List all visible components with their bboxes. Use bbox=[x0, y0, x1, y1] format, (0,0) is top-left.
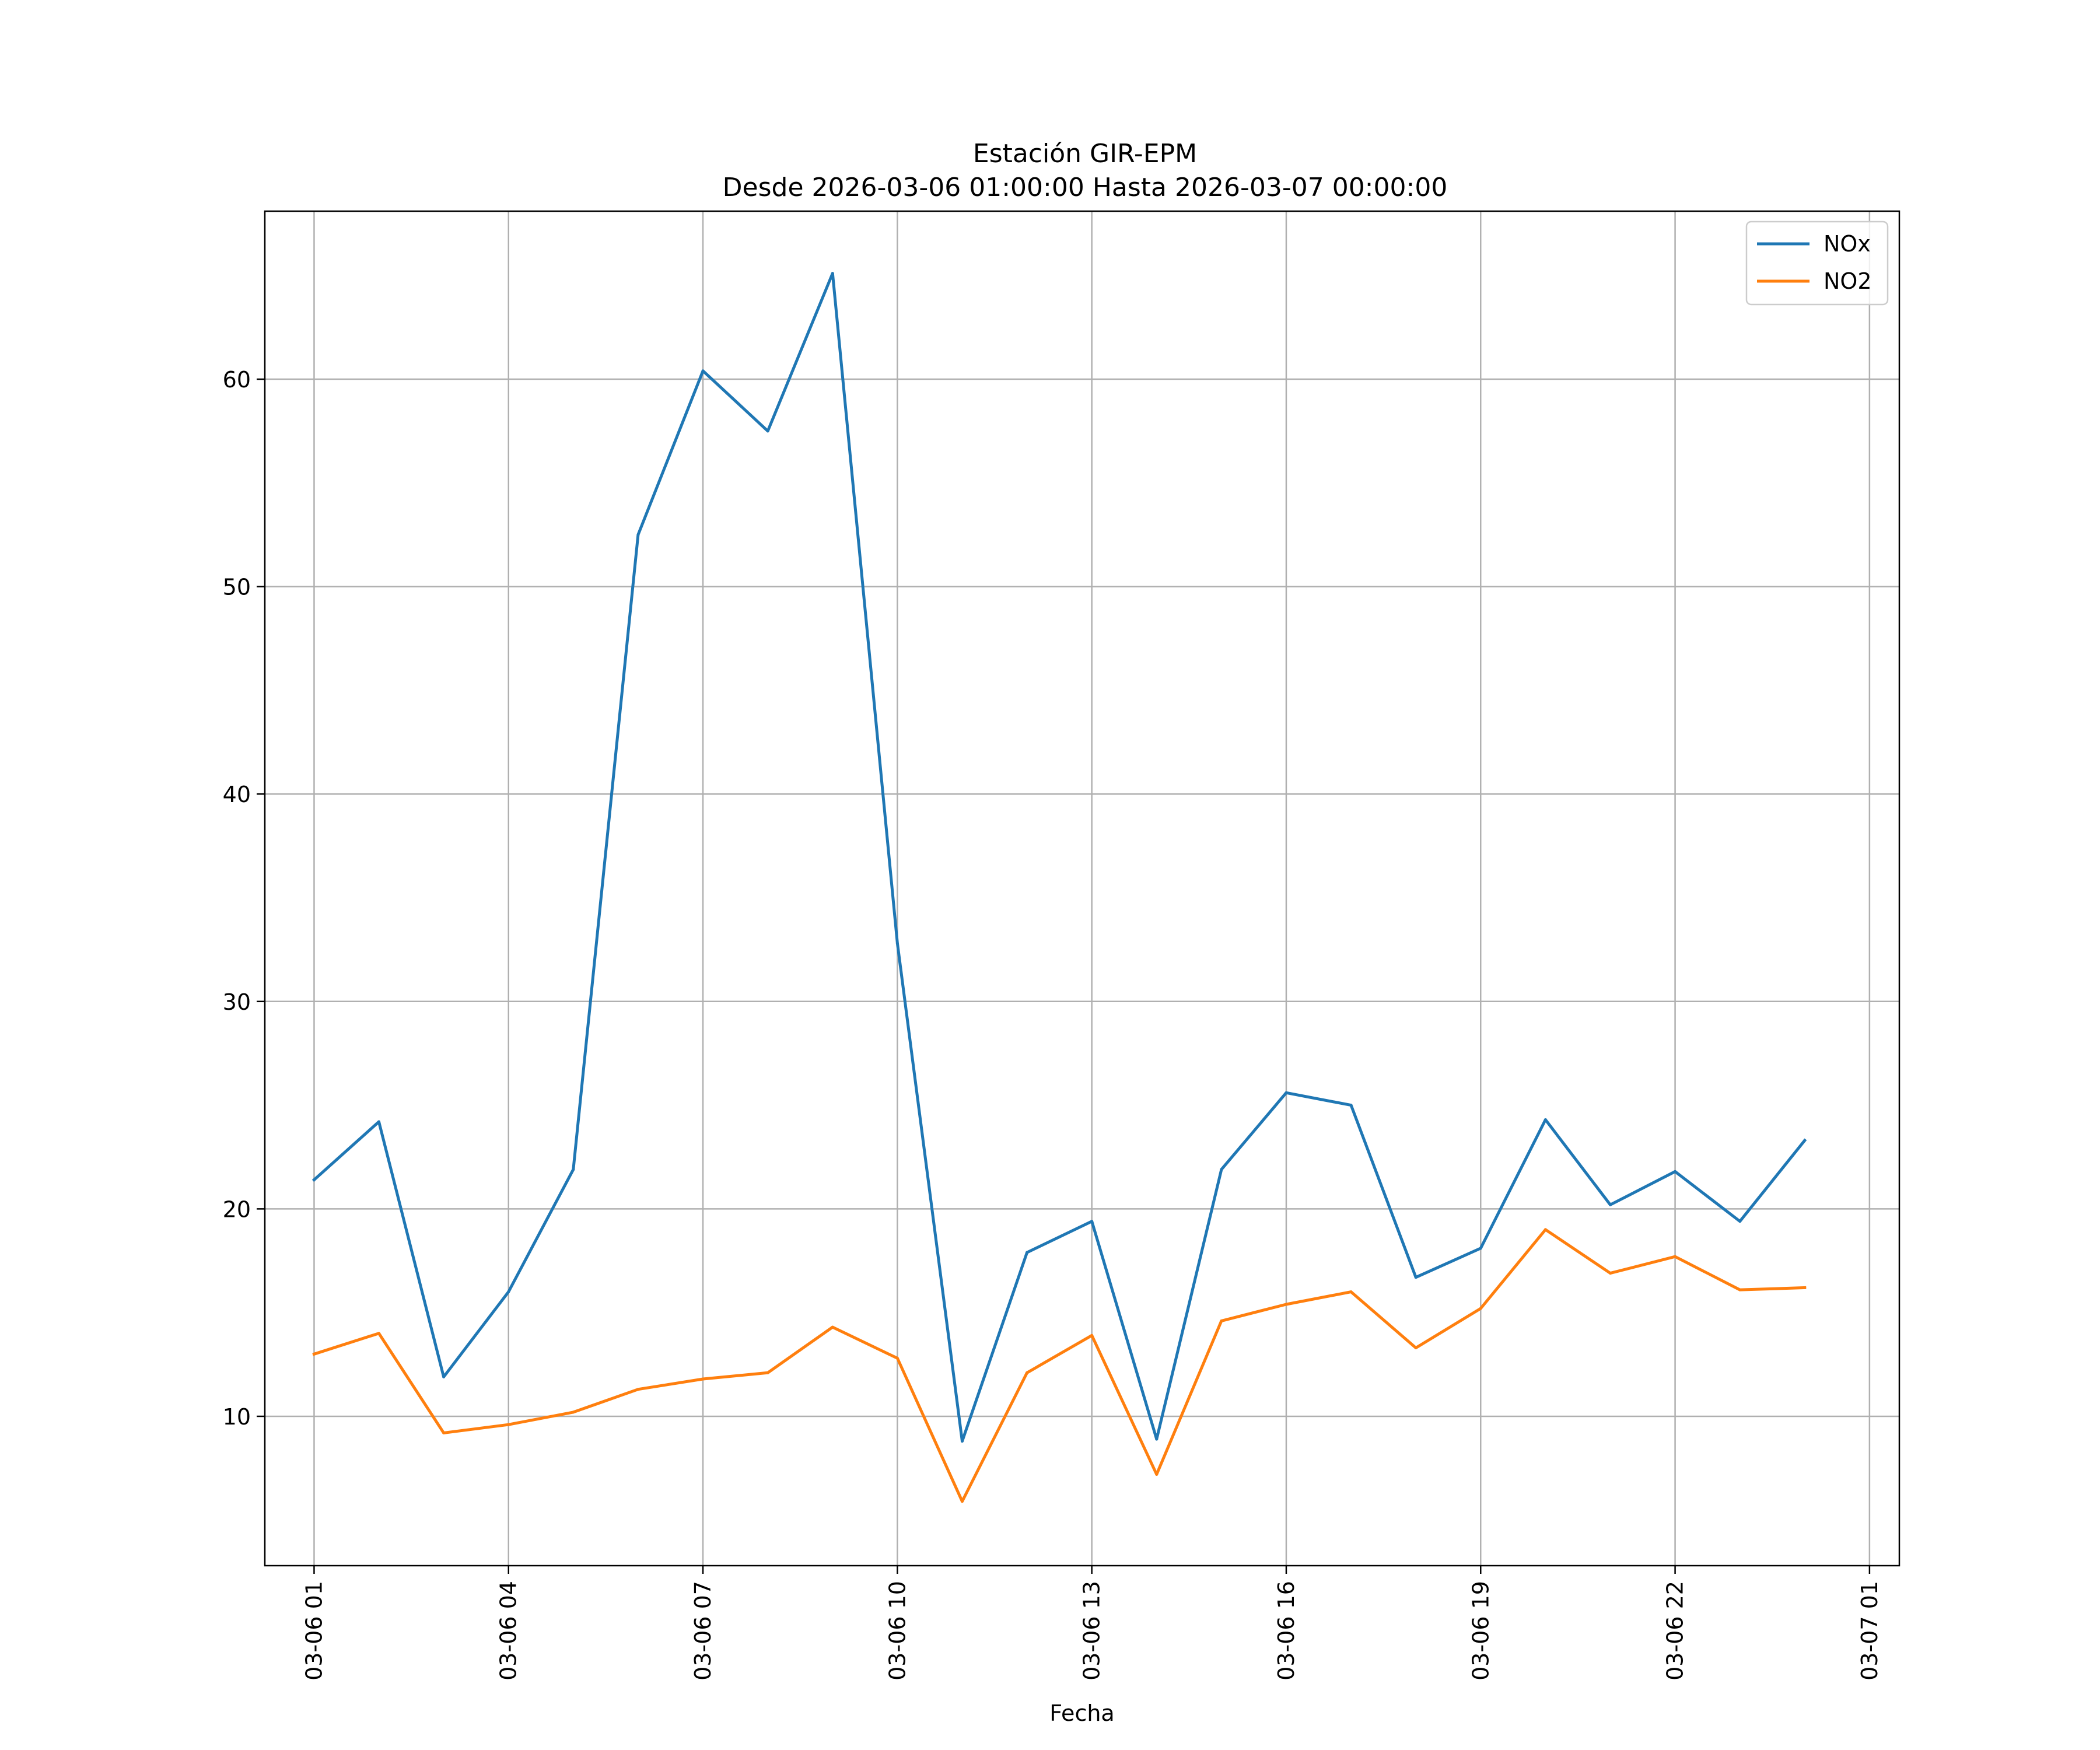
data-point-nox bbox=[1284, 1091, 1288, 1094]
data-point-no2 bbox=[312, 1352, 316, 1356]
data-point-nox bbox=[895, 942, 899, 945]
data-point-nox bbox=[377, 1120, 381, 1124]
data-point-no2 bbox=[1220, 1319, 1223, 1322]
x-tick-label: 03-06 04 bbox=[496, 1581, 522, 1681]
data-point-nox bbox=[1414, 1276, 1418, 1279]
data-point-nox bbox=[960, 1440, 964, 1443]
data-point-no2 bbox=[1349, 1290, 1353, 1294]
data-point-nox bbox=[766, 429, 769, 433]
data-point-nox bbox=[1155, 1437, 1158, 1441]
data-point-nox bbox=[636, 533, 640, 537]
y-tick-label: 50 bbox=[223, 575, 251, 600]
series-lines bbox=[312, 272, 1807, 1503]
data-point-nox bbox=[1220, 1168, 1223, 1171]
chart-title-line2: Desde 2026-03-06 01:00:00 Hasta 2026-03-… bbox=[723, 173, 1448, 202]
x-tick-label: 03-06 16 bbox=[1273, 1581, 1299, 1681]
y-tick-label: 60 bbox=[223, 367, 251, 393]
data-point-no2 bbox=[701, 1377, 705, 1381]
series-line-nox bbox=[312, 272, 1807, 1443]
data-point-no2 bbox=[960, 1500, 964, 1503]
data-point-no2 bbox=[442, 1431, 446, 1434]
data-point-no2 bbox=[1284, 1303, 1288, 1306]
plot-frame bbox=[264, 210, 1901, 1567]
grid bbox=[265, 211, 1899, 1566]
data-point-nox bbox=[1026, 1251, 1029, 1254]
data-point-no2 bbox=[1414, 1346, 1418, 1350]
data-point-nox bbox=[1803, 1139, 1807, 1142]
legend: NOx NO2 bbox=[1745, 220, 1889, 306]
data-point-nox bbox=[507, 1290, 510, 1294]
data-point-nox bbox=[442, 1375, 446, 1378]
y-tick-label: 10 bbox=[223, 1404, 251, 1430]
x-tick-label: 03-06 01 bbox=[301, 1581, 327, 1681]
data-point-no2 bbox=[377, 1332, 381, 1335]
data-point-nox bbox=[1479, 1247, 1482, 1250]
data-point-no2 bbox=[1090, 1334, 1094, 1337]
data-point-no2 bbox=[636, 1388, 640, 1391]
data-point-nox bbox=[1674, 1170, 1677, 1173]
data-point-nox bbox=[701, 369, 705, 373]
data-point-no2 bbox=[895, 1356, 899, 1360]
x-tick-label: 03-06 22 bbox=[1662, 1581, 1688, 1681]
data-point-nox bbox=[1090, 1220, 1094, 1223]
data-point-no2 bbox=[1026, 1371, 1029, 1374]
series-line-no2 bbox=[312, 1228, 1807, 1503]
x-tick-label: 03-07 01 bbox=[1857, 1581, 1882, 1681]
data-point-no2 bbox=[1803, 1286, 1807, 1290]
data-point-nox bbox=[572, 1168, 575, 1171]
chart-title-line1: Estación GIR-EPM bbox=[973, 139, 1197, 169]
data-point-nox bbox=[1608, 1203, 1612, 1206]
legend-label-nox: NOx bbox=[1824, 231, 1871, 257]
data-point-no2 bbox=[1674, 1255, 1677, 1258]
data-point-no2 bbox=[1155, 1473, 1158, 1476]
data-point-nox bbox=[831, 272, 834, 275]
data-point-nox bbox=[1349, 1104, 1353, 1107]
x-tick-label: 03-06 19 bbox=[1468, 1581, 1493, 1681]
data-point-no2 bbox=[831, 1325, 834, 1329]
data-point-no2 bbox=[1544, 1228, 1547, 1231]
legend-label-no2: NO2 bbox=[1824, 268, 1872, 294]
data-point-no2 bbox=[507, 1423, 510, 1426]
data-point-nox bbox=[1544, 1118, 1547, 1121]
y-tick-label: 20 bbox=[223, 1196, 251, 1222]
x-axis-label: Fecha bbox=[1049, 1700, 1114, 1726]
y-tick-label: 30 bbox=[223, 989, 251, 1015]
data-point-nox bbox=[1738, 1220, 1742, 1223]
data-point-no2 bbox=[1479, 1307, 1482, 1310]
y-tick-label: 40 bbox=[223, 782, 251, 807]
x-tick-label: 03-06 07 bbox=[690, 1581, 716, 1681]
axis-ticks: 03-06 01 03-06 04 03-06 07 03-06 10 03-06 13… bbox=[223, 367, 1882, 1681]
data-point-no2 bbox=[572, 1410, 575, 1414]
data-point-no2 bbox=[766, 1371, 769, 1374]
data-point-no2 bbox=[1608, 1272, 1612, 1275]
x-tick-label: 03-06 13 bbox=[1079, 1581, 1105, 1681]
data-point-nox bbox=[312, 1178, 316, 1182]
data-point-no2 bbox=[1738, 1288, 1742, 1292]
x-tick-label: 03-06 10 bbox=[884, 1581, 910, 1681]
